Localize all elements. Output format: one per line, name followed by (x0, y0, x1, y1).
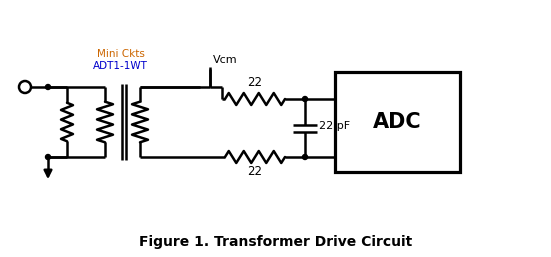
Text: Vcm: Vcm (213, 55, 237, 65)
Text: 22 pF: 22 pF (319, 121, 350, 131)
Circle shape (302, 154, 307, 160)
Text: ADC: ADC (373, 112, 422, 132)
Text: ADT1-1WT: ADT1-1WT (93, 61, 148, 71)
Text: Figure 1. Transformer Drive Circuit: Figure 1. Transformer Drive Circuit (139, 235, 413, 249)
Text: 22: 22 (247, 165, 262, 178)
Circle shape (302, 96, 307, 102)
Circle shape (46, 85, 51, 89)
Text: Mini Ckts: Mini Ckts (96, 49, 144, 59)
Text: 22: 22 (247, 76, 262, 89)
Bar (335, 72, 460, 172)
Circle shape (46, 154, 51, 160)
